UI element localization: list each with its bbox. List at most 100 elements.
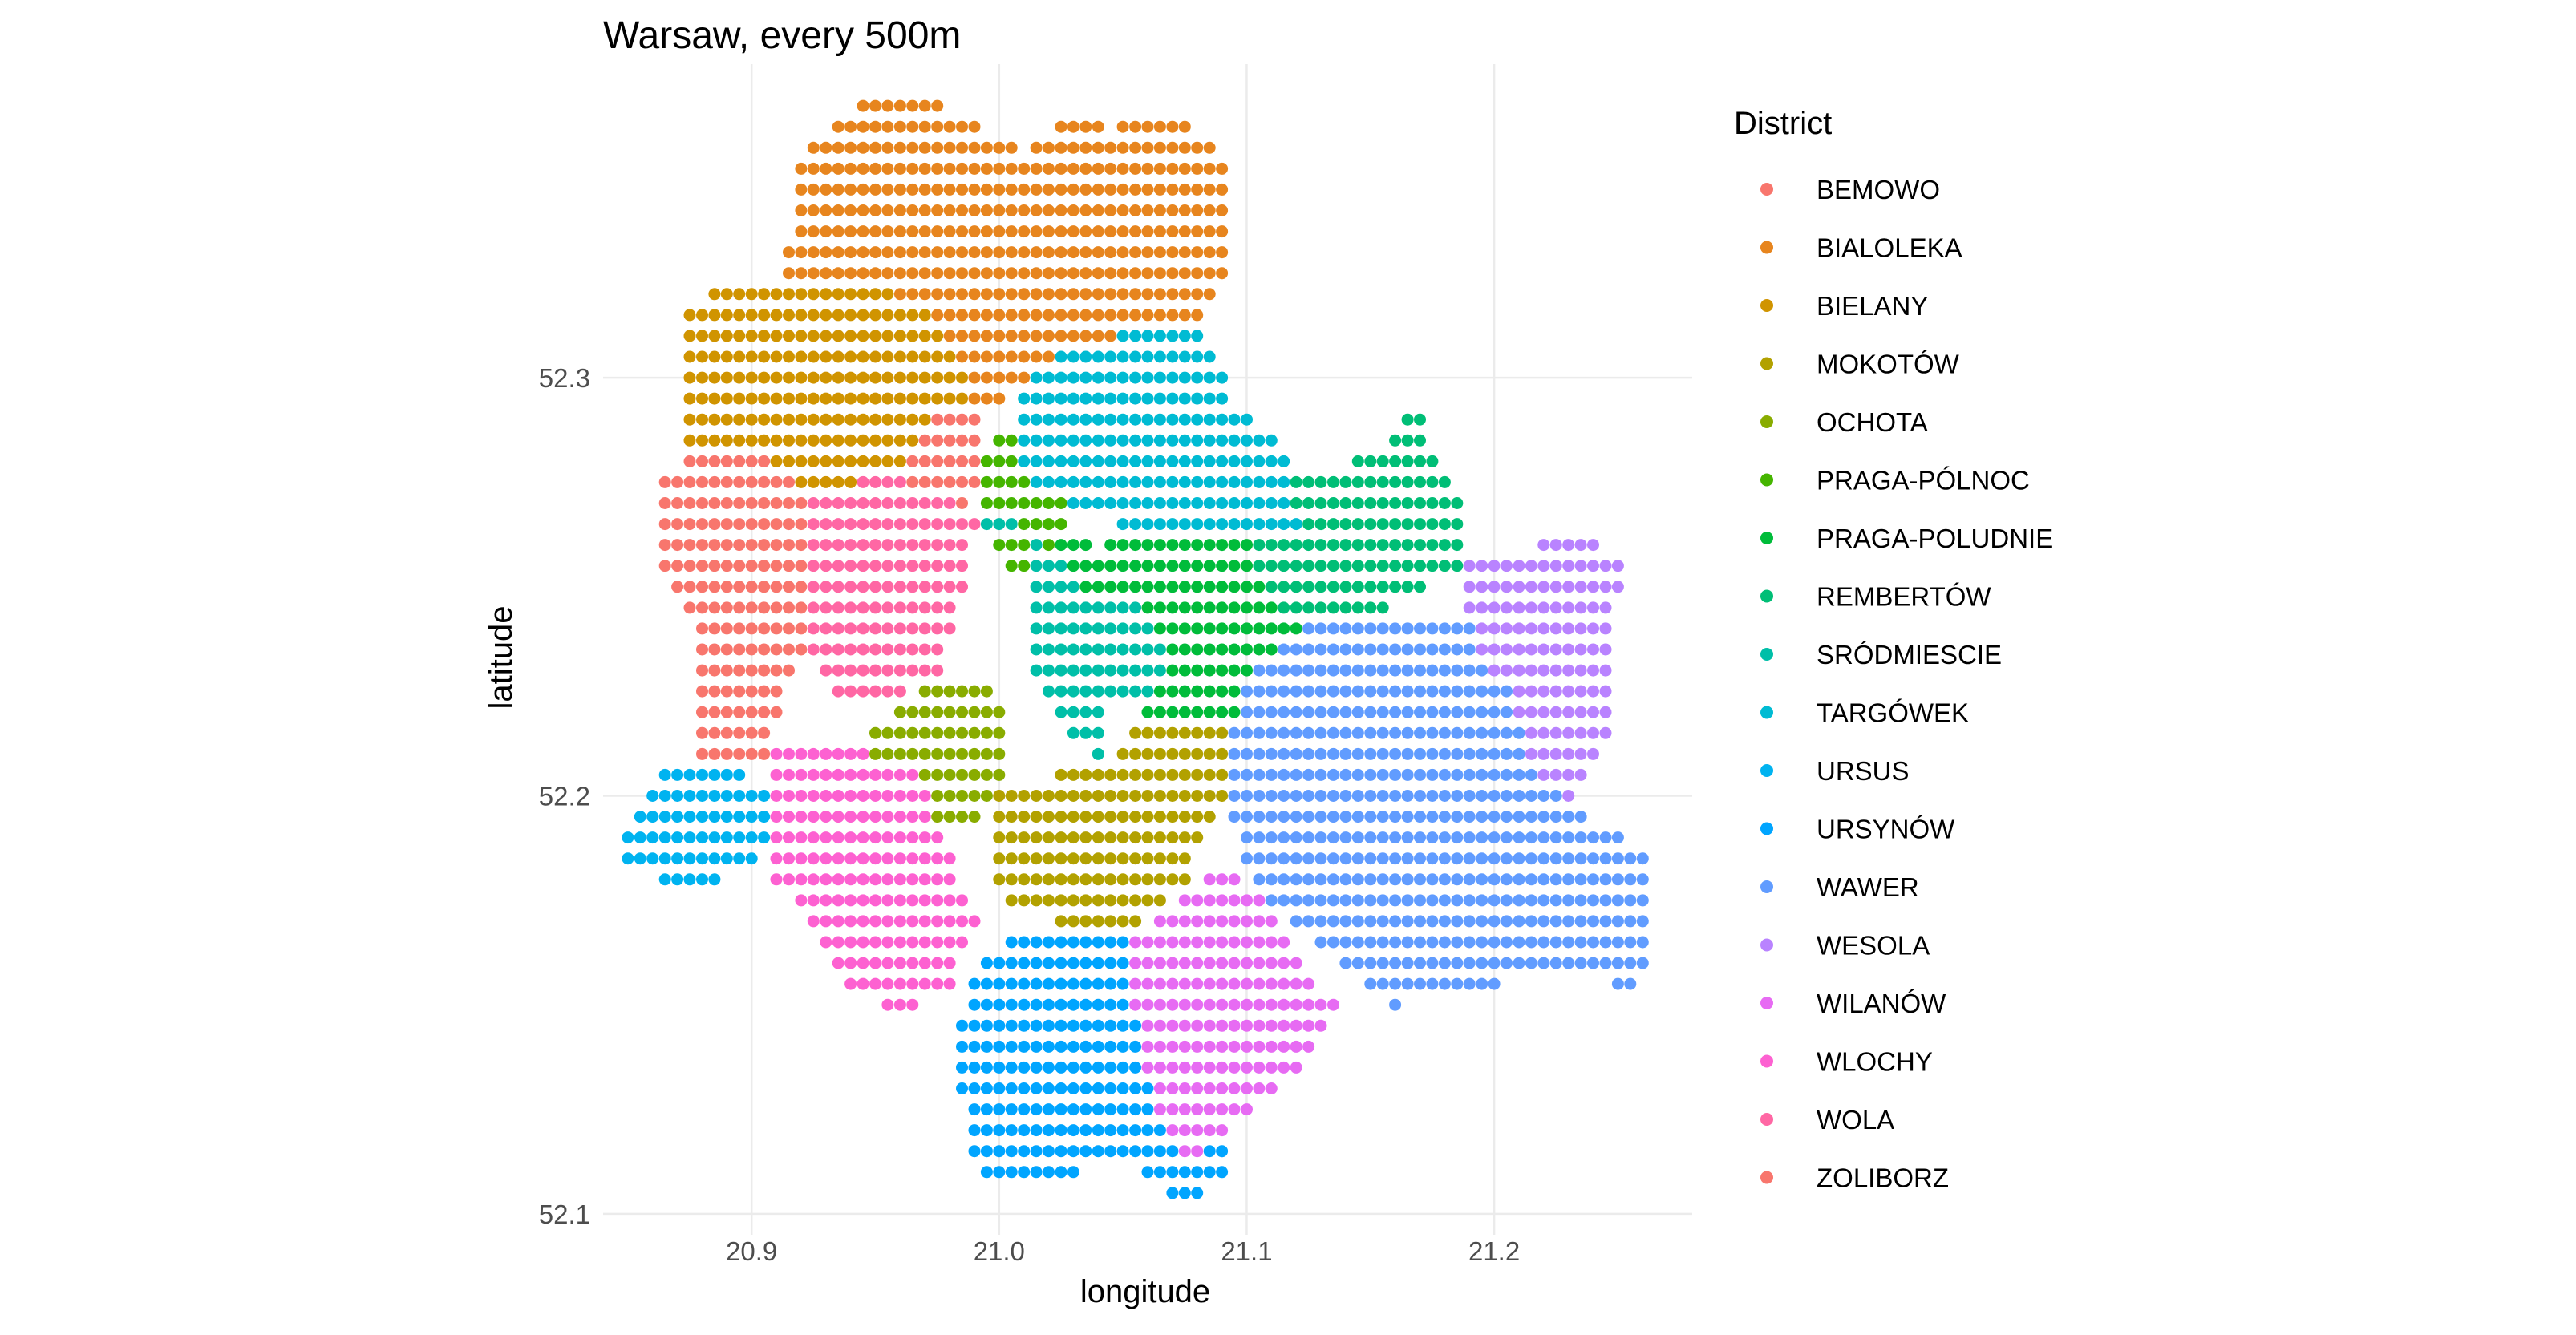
data-point xyxy=(1376,936,1389,949)
data-point xyxy=(943,936,956,949)
data-point xyxy=(1018,1166,1031,1179)
data-point xyxy=(783,330,795,342)
data-point xyxy=(1216,957,1229,969)
data-point xyxy=(1030,330,1043,342)
data-point xyxy=(832,601,844,614)
data-point xyxy=(807,455,820,467)
data-point xyxy=(881,726,894,739)
data-point xyxy=(1005,936,1018,949)
data-point xyxy=(1216,998,1229,1011)
data-point xyxy=(1166,811,1179,823)
data-point xyxy=(956,288,968,301)
data-point xyxy=(1203,768,1216,781)
data-point xyxy=(1153,957,1166,969)
data-point xyxy=(857,747,869,760)
data-point xyxy=(1414,434,1426,447)
data-point xyxy=(1166,1040,1179,1053)
data-point xyxy=(893,747,906,760)
data-point xyxy=(1005,330,1018,342)
data-point xyxy=(1116,790,1129,802)
data-point xyxy=(1055,790,1067,802)
data-point xyxy=(1116,622,1129,635)
data-point xyxy=(1302,622,1315,635)
data-point xyxy=(1339,726,1352,739)
data-point xyxy=(956,1019,968,1032)
data-point xyxy=(1116,350,1129,363)
data-point xyxy=(1265,998,1278,1011)
data-point xyxy=(1302,852,1315,865)
data-point xyxy=(1451,747,1464,760)
legend-label: WAWER xyxy=(1817,872,1919,902)
data-point xyxy=(893,518,906,531)
data-point xyxy=(1030,518,1043,531)
data-point xyxy=(906,99,919,112)
data-point xyxy=(807,162,820,175)
data-point xyxy=(1216,1166,1229,1179)
data-point xyxy=(1141,497,1154,509)
data-point xyxy=(918,225,931,238)
data-point xyxy=(1228,873,1241,886)
data-point xyxy=(1178,1145,1191,1158)
y-tick-label: 52.2 xyxy=(539,782,590,811)
data-point xyxy=(1513,581,1525,593)
data-point xyxy=(956,560,968,572)
data-point xyxy=(993,1103,1006,1116)
data-point xyxy=(1092,726,1104,739)
data-point xyxy=(1055,831,1067,844)
data-point xyxy=(770,371,783,384)
data-point xyxy=(1104,1061,1117,1074)
data-point xyxy=(943,790,956,802)
data-point xyxy=(1401,915,1414,928)
data-point xyxy=(1178,204,1191,216)
data-point xyxy=(1092,643,1104,656)
data-point xyxy=(708,539,721,552)
data-point xyxy=(1228,643,1241,656)
data-point xyxy=(1178,497,1191,509)
data-point xyxy=(1228,560,1241,572)
data-point xyxy=(1018,1103,1031,1116)
data-point xyxy=(968,225,981,238)
data-point xyxy=(758,560,771,572)
data-point xyxy=(770,747,783,760)
data-point xyxy=(869,141,881,154)
data-point xyxy=(1401,560,1414,572)
data-point xyxy=(1599,936,1612,949)
data-point xyxy=(857,434,869,447)
data-point xyxy=(1302,560,1315,572)
legend-label: MOKOTÓW xyxy=(1817,350,1960,379)
data-point xyxy=(1414,643,1426,656)
data-point xyxy=(1562,706,1575,718)
data-point xyxy=(931,162,944,175)
data-point xyxy=(1079,225,1092,238)
data-point xyxy=(906,643,919,656)
data-point xyxy=(733,392,746,405)
data-point xyxy=(820,413,832,426)
data-point xyxy=(869,768,881,781)
data-point xyxy=(1178,1040,1191,1053)
data-point xyxy=(1476,915,1488,928)
data-point xyxy=(720,622,733,635)
data-point xyxy=(1587,873,1599,886)
data-point xyxy=(1141,225,1154,238)
data-point xyxy=(1451,790,1464,802)
data-point xyxy=(770,288,783,301)
data-point xyxy=(1141,957,1154,969)
data-point xyxy=(683,560,696,572)
legend-marker xyxy=(1760,415,1773,428)
data-point xyxy=(1574,873,1587,886)
data-point xyxy=(980,267,993,280)
data-point xyxy=(1067,288,1079,301)
data-point xyxy=(1129,894,1142,907)
data-point xyxy=(1463,601,1476,614)
data-point xyxy=(1030,475,1043,488)
data-point xyxy=(1401,726,1414,739)
data-point xyxy=(1513,747,1525,760)
data-point xyxy=(1327,936,1339,949)
data-point xyxy=(1203,601,1216,614)
data-point xyxy=(893,831,906,844)
data-point xyxy=(1191,350,1204,363)
data-point xyxy=(931,434,944,447)
data-point xyxy=(1079,581,1092,593)
data-point xyxy=(758,309,771,322)
data-point xyxy=(1079,852,1092,865)
